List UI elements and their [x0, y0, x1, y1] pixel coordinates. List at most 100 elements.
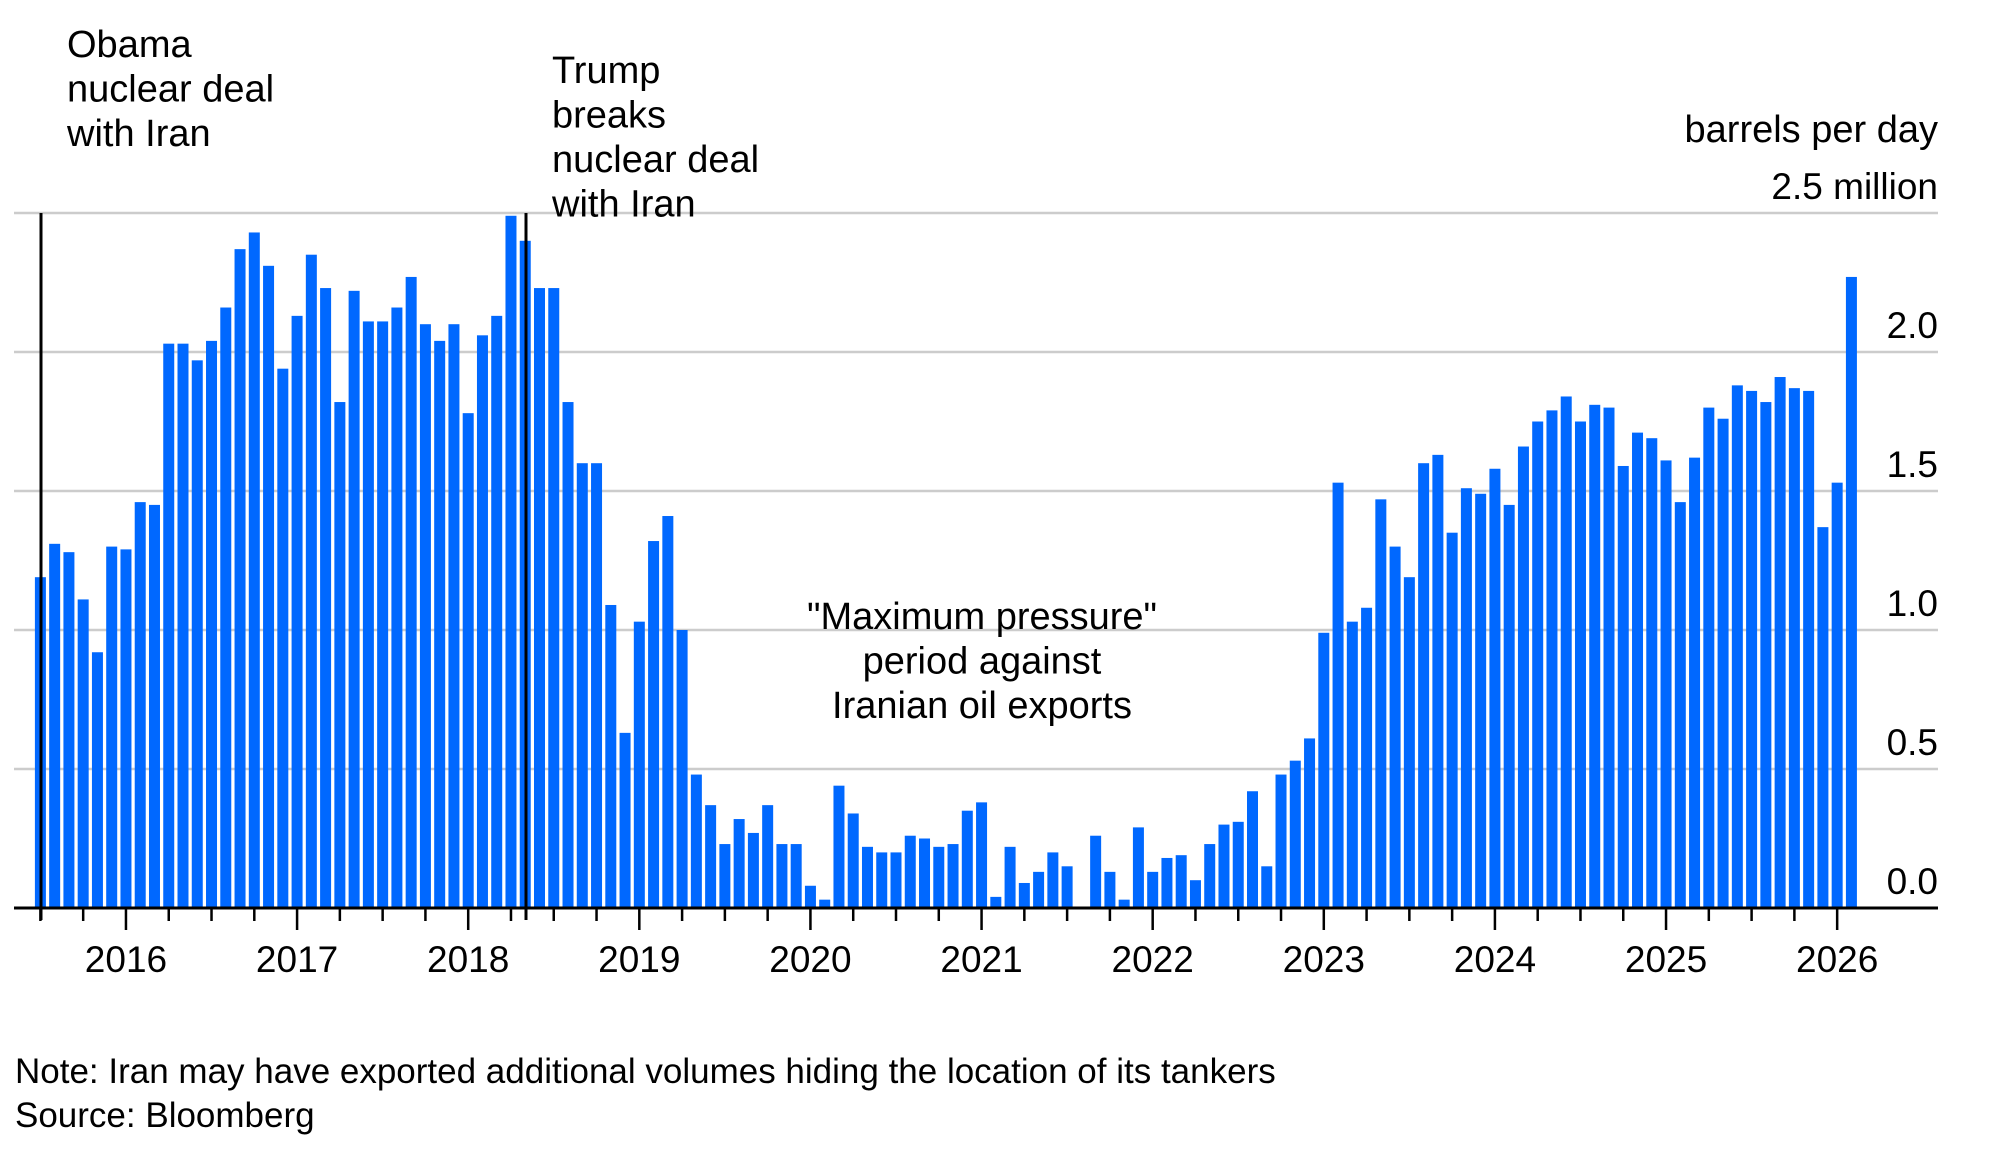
annotation-line: nuclear deal: [552, 139, 759, 181]
bar: [106, 546, 118, 908]
bar: [648, 541, 660, 908]
bar: [1746, 390, 1758, 908]
bar: [1803, 390, 1815, 908]
bar: [1332, 482, 1344, 908]
bar: [1489, 468, 1501, 908]
bar: [377, 321, 389, 908]
x-tick-label: 2024: [1454, 939, 1536, 980]
bar: [405, 276, 417, 908]
bar: [548, 288, 560, 908]
x-tick-label: 2026: [1796, 939, 1878, 980]
annotation-line: nuclear deal: [67, 69, 274, 111]
bar: [690, 774, 702, 908]
bar: [1817, 527, 1829, 908]
bar: [1018, 882, 1030, 908]
annotation-line: breaks: [552, 95, 666, 137]
bar: [1261, 866, 1273, 908]
bar: [1760, 402, 1772, 908]
bar: [1361, 607, 1373, 908]
bar: [448, 324, 460, 908]
event-lines: [39, 213, 528, 920]
bar: [49, 543, 61, 908]
bar: [662, 516, 674, 908]
bar: [91, 652, 103, 908]
bar: [1446, 532, 1458, 908]
bar: [491, 315, 503, 908]
bar: [619, 732, 631, 908]
bar: [1118, 899, 1130, 908]
bar: [234, 249, 246, 908]
bar: [1831, 482, 1843, 908]
bar: [1318, 632, 1330, 908]
bar: [576, 463, 588, 908]
bar: [1517, 446, 1529, 908]
bar: [220, 307, 232, 908]
bar: [1004, 846, 1016, 908]
bar: [562, 402, 574, 908]
annotation-line: Obama: [67, 24, 192, 66]
bar: [1132, 827, 1144, 908]
bar: [747, 832, 759, 908]
bar: [1375, 499, 1387, 908]
bar: [263, 265, 275, 908]
bars: [34, 215, 1857, 909]
y-tick-label: 1.5: [1887, 444, 1938, 485]
bar: [1475, 493, 1487, 908]
bar: [1147, 871, 1159, 908]
bar: [591, 463, 603, 908]
bar: [1104, 871, 1116, 908]
bar: [1717, 418, 1729, 908]
bar: [191, 360, 203, 909]
footer-note: Note: Iran may have exported additional …: [15, 1052, 1276, 1091]
bar: [1689, 457, 1701, 908]
bar: [1589, 404, 1601, 908]
x-tick-label: 2017: [256, 939, 338, 980]
bar: [177, 343, 189, 908]
bar: [990, 896, 1002, 908]
bar: [1161, 857, 1173, 908]
bar: [1033, 871, 1045, 908]
bar: [776, 844, 788, 908]
bar: [1603, 407, 1615, 908]
bar: [933, 846, 945, 908]
annotation-line: Trump: [552, 50, 660, 92]
x-tick-label: 2023: [1283, 939, 1365, 980]
bar: [1061, 866, 1073, 908]
bar: [819, 899, 831, 908]
bar: [1674, 502, 1686, 908]
x-axis-ticks: [39, 908, 1839, 930]
bar: [1532, 421, 1544, 908]
bar: [676, 630, 688, 908]
bar: [1304, 738, 1316, 908]
bar: [1703, 407, 1715, 908]
bar: [1275, 774, 1287, 908]
bar: [705, 805, 717, 908]
bar: [1175, 855, 1187, 908]
bar: [605, 604, 617, 908]
bar: [1403, 577, 1415, 908]
bar: [1574, 421, 1586, 908]
bar: [1189, 880, 1201, 908]
bar: [847, 813, 859, 908]
annotation-line: with Iran: [66, 113, 211, 155]
annotation-line: Iranian oil exports: [832, 685, 1132, 727]
bar: [1418, 463, 1430, 908]
bar: [320, 288, 332, 908]
bar: [1731, 385, 1743, 908]
bar: [904, 835, 916, 908]
bar: [505, 215, 517, 908]
annotation-line: "Maximum pressure": [807, 596, 1157, 638]
bar: [804, 885, 816, 908]
bar: [1460, 488, 1472, 908]
x-tick-label: 2022: [1112, 939, 1194, 980]
bar: [1389, 546, 1401, 908]
x-axis-labels: 2016 2017 2018 2019 2020 2021 2022 2023 2024 2025…: [85, 939, 1879, 980]
bar: [1289, 760, 1301, 908]
bar: [1204, 844, 1216, 908]
x-tick-label: 2025: [1625, 939, 1707, 980]
bar: [961, 810, 973, 908]
bar: [476, 335, 488, 908]
bar: [633, 621, 645, 908]
bar: [719, 844, 731, 908]
